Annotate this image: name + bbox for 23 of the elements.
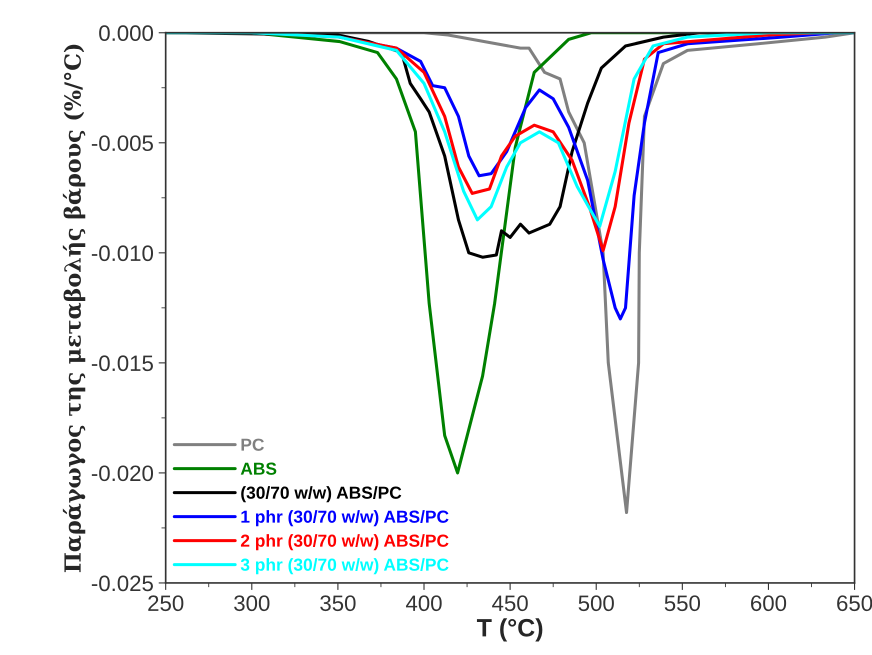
x-tick-label: 450 bbox=[492, 595, 528, 612]
y-tick-label: -0.010 bbox=[92, 245, 154, 262]
legend-label: (30/70 w/w) ABS/PC bbox=[241, 486, 402, 502]
y-tick-label: -0.020 bbox=[92, 465, 154, 482]
x-tick-label: 400 bbox=[406, 595, 442, 612]
x-tick-label: 550 bbox=[664, 595, 700, 612]
legend-label: 2 phr (30/70 w/w) ABS/PC bbox=[240, 534, 449, 550]
legend-label: 3 phr (30/70 w/w) ABS/PC bbox=[240, 558, 449, 574]
y-tick-label: 0.000 bbox=[99, 25, 154, 42]
x-tick-label: 300 bbox=[234, 595, 270, 612]
x-tick-label: 500 bbox=[578, 595, 614, 612]
y-axis-title: Παράγωγος της μεταβολής βάρους (%/°C) bbox=[62, 44, 86, 572]
legend-label: PC bbox=[241, 438, 264, 451]
legend-label: 1 phr (30/70 w/w) ABS/PC bbox=[241, 510, 449, 526]
legend-label: ABS bbox=[240, 462, 276, 475]
x-axis-title: T (°C) bbox=[476, 618, 542, 642]
x-tick-label: 250 bbox=[148, 595, 184, 612]
y-tick-label: -0.025 bbox=[92, 575, 153, 592]
x-tick-label: 350 bbox=[320, 595, 356, 612]
x-tick-label: 600 bbox=[751, 595, 786, 612]
y-tick-label: -0.015 bbox=[92, 355, 153, 372]
y-tick-label: -0.005 bbox=[92, 135, 153, 152]
x-tick-label: 650 bbox=[837, 595, 872, 612]
